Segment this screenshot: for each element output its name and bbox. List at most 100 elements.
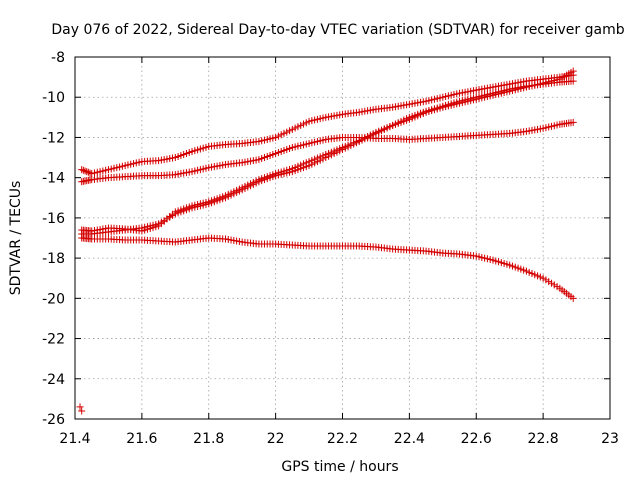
data-point-interp — [269, 134, 277, 142]
y-tick-label: -10 — [42, 90, 65, 106]
plot-border — [74, 56, 611, 420]
data-point-interp — [386, 245, 394, 253]
data-point-interp — [567, 68, 575, 76]
data-point-interp — [469, 96, 477, 104]
data-point-interp — [536, 273, 544, 281]
x-tick-label: 22.2 — [327, 431, 358, 447]
x-axis-title: GPS time / hours — [281, 459, 398, 475]
data-point-interp — [319, 114, 327, 122]
data-point-interp — [219, 193, 227, 201]
data-point-interp — [286, 127, 294, 135]
data-point-interp — [536, 80, 544, 88]
data-point-interp — [252, 138, 260, 146]
x-tick-labels: 21.4 21.6 21.8 22 22.2 22.4 22.6 22.8 23 — [59, 431, 619, 447]
data-point-interp — [486, 84, 494, 92]
data-point-interp — [419, 247, 427, 255]
data-point-interp — [403, 116, 411, 124]
data-point-interp — [102, 166, 110, 174]
y-tick-label: -14 — [42, 171, 65, 187]
data-point-interp — [169, 154, 177, 162]
data-series — [76, 67, 577, 415]
data-point-interp — [436, 104, 444, 112]
data-point-interp — [79, 166, 87, 174]
x-tick-label: 22 — [267, 431, 285, 447]
data-point-interp — [520, 128, 528, 136]
data-point-interp — [302, 140, 310, 148]
x-tick-label: 22.4 — [394, 431, 425, 447]
data-point-interp — [319, 136, 327, 144]
x-tick-label: 22.8 — [528, 431, 559, 447]
data-point-interp — [252, 177, 260, 185]
data-point-interp — [553, 283, 561, 291]
data-point-interp — [185, 168, 193, 176]
data-point — [78, 166, 86, 174]
data-point-interp — [252, 156, 260, 164]
data-point-interp — [453, 100, 461, 108]
data-point-interp — [503, 130, 511, 138]
data-point-interp — [185, 203, 193, 211]
data-point-interp — [486, 255, 494, 263]
data-point-interp — [135, 158, 143, 166]
series-outlier — [76, 403, 86, 415]
data-point-interp — [235, 159, 243, 167]
data-point-interp — [302, 119, 310, 127]
data-point-interp — [169, 210, 177, 218]
data-point — [78, 407, 86, 415]
data-point-interp — [369, 106, 377, 114]
data-point-interp — [219, 161, 227, 169]
data-point-interp — [403, 101, 411, 109]
data-point-interp — [269, 171, 277, 179]
chart-title: Day 076 of 2022, Sidereal Day-to-day VTE… — [51, 22, 624, 38]
data-point-interp — [536, 125, 544, 133]
data-point-interp — [319, 152, 327, 160]
data-point-interp — [352, 138, 360, 146]
data-point-interp — [386, 104, 394, 112]
x-tick-label: 21.8 — [193, 431, 224, 447]
data-point-interp — [503, 260, 511, 268]
data-point-interp — [369, 243, 377, 251]
y-tick-label: -18 — [42, 251, 65, 267]
data-point-interp — [503, 88, 511, 96]
x-tick-label: 21.4 — [59, 431, 90, 447]
data-point-interp — [469, 252, 477, 260]
data-point-interp — [486, 92, 494, 100]
data-point-interp — [386, 123, 394, 131]
y-tick-label: -20 — [42, 291, 65, 307]
data-point-interp — [269, 151, 277, 159]
series-satellite-5 — [78, 67, 577, 235]
data-point-interp — [553, 76, 561, 84]
data-point-interp — [152, 157, 160, 165]
data-point-interp — [567, 293, 575, 301]
data-point-interp — [169, 171, 177, 179]
data-point-interp — [286, 145, 294, 153]
data-point-interp — [302, 159, 310, 167]
data-point-interp — [453, 250, 461, 258]
data-point-interp — [469, 87, 477, 95]
data-point-interp — [553, 121, 561, 129]
data-point-interp — [135, 227, 143, 235]
data-point-interp — [202, 164, 210, 172]
data-point-interp — [219, 141, 227, 149]
data-point-interp — [567, 77, 575, 85]
data-point-interp — [102, 174, 110, 182]
data-point-interp — [336, 111, 344, 119]
data-point-interp — [520, 84, 528, 92]
data-point-interp — [152, 223, 160, 231]
y-tick-labels: -26 -24 -22 -20 -18 -16 -14 -12 -10 -8 — [42, 50, 65, 428]
y-tick-label: -8 — [51, 50, 65, 66]
x-tick-label: 23 — [601, 431, 619, 447]
y-tick-label: -16 — [42, 211, 65, 227]
data-point-interp — [286, 165, 294, 173]
data-point-interp — [419, 98, 427, 106]
data-point-interp — [235, 238, 243, 246]
data-point-interp — [419, 109, 427, 117]
x-tick-label: 22.6 — [461, 431, 492, 447]
y-tick-label: -26 — [42, 412, 65, 428]
data-point-interp — [81, 167, 89, 175]
data-point-interp — [84, 168, 92, 176]
y-tick-label: -24 — [42, 372, 65, 388]
data-point-interp — [567, 119, 575, 127]
data-point-interp — [83, 168, 91, 176]
data-point-interp — [118, 162, 126, 170]
